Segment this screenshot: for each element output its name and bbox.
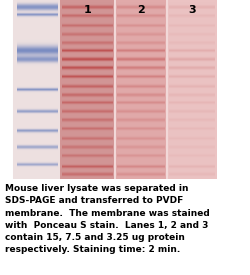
Text: 2: 2 <box>138 5 145 15</box>
Text: Mouse liver lysate was separated in
SDS-PAGE and transferred to PVDF
membrane.  : Mouse liver lysate was separated in SDS-… <box>5 184 210 254</box>
Text: 1: 1 <box>84 5 92 15</box>
Text: 3: 3 <box>189 5 196 15</box>
